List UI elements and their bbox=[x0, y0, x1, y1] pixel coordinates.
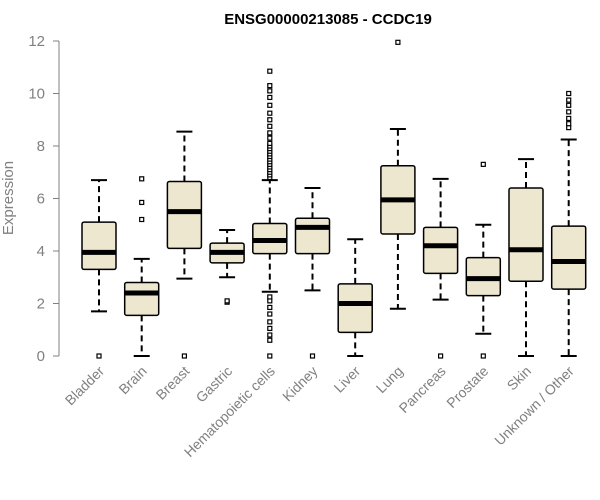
x-tick-label-6: Liver bbox=[331, 363, 364, 396]
x-tick-label-10: Skin bbox=[504, 363, 535, 394]
outlier-point bbox=[566, 115, 572, 122]
iqr-box bbox=[508, 187, 544, 282]
outlier-point bbox=[267, 311, 273, 317]
outlier-point bbox=[267, 304, 273, 311]
y-tick-label-6: 12 bbox=[28, 33, 45, 50]
outlier-point bbox=[267, 140, 273, 146]
outlier-point bbox=[395, 39, 401, 45]
x-tick-label-8: Pancreas bbox=[396, 363, 449, 416]
outlier-point bbox=[181, 353, 187, 359]
box-kidney bbox=[294, 187, 331, 359]
outlier-point bbox=[267, 117, 273, 123]
x-tick-label-1: Brain bbox=[115, 363, 149, 397]
y-tick-label-2: 4 bbox=[37, 243, 45, 260]
outlier-point bbox=[438, 353, 444, 359]
iqr-box bbox=[422, 226, 459, 275]
iqr-box bbox=[81, 221, 117, 271]
box-skin bbox=[508, 158, 544, 357]
outlier-point bbox=[309, 353, 316, 359]
outlier-point bbox=[139, 199, 145, 206]
box-pancreas bbox=[422, 177, 459, 359]
x-tick-label-7: Lung bbox=[373, 363, 406, 396]
outlier-point bbox=[139, 176, 145, 182]
box-brain bbox=[123, 176, 160, 357]
box-prostate bbox=[465, 161, 502, 359]
iqr-box bbox=[294, 217, 331, 255]
outlier-point bbox=[267, 123, 273, 129]
outlier-point bbox=[267, 294, 273, 300]
outlier-point bbox=[267, 68, 273, 74]
y-axis: 0 2 4 6 8 10 12 bbox=[28, 33, 60, 365]
box-lung bbox=[380, 39, 416, 310]
x-tick-label-9: Prostate bbox=[443, 363, 491, 411]
box-hematopoietic-cells bbox=[252, 68, 288, 359]
x-tick-label-11: Unknown / Other bbox=[491, 363, 577, 449]
outlier-point bbox=[267, 353, 273, 359]
box-unknown-other bbox=[550, 90, 587, 357]
x-tick-label-2: Breast bbox=[153, 363, 193, 403]
outlier-point bbox=[480, 353, 486, 359]
outlier-point bbox=[267, 337, 273, 343]
x-tick-label-3: Gastric bbox=[193, 363, 236, 406]
iqr-box bbox=[337, 283, 373, 334]
outlier-point bbox=[267, 94, 273, 101]
outlier-point bbox=[566, 109, 572, 115]
x-tick-label-0: Bladder bbox=[62, 363, 108, 409]
y-tick-label-1: 2 bbox=[37, 296, 45, 313]
outlier-point bbox=[267, 325, 273, 332]
outlier-point bbox=[267, 332, 273, 338]
iqr-box bbox=[123, 281, 160, 317]
iqr-box bbox=[166, 180, 203, 250]
y-tick-label-4: 8 bbox=[37, 138, 45, 155]
chart-title: ENSG00000213085 - CCDC19 bbox=[224, 11, 432, 28]
y-axis-label: Expression bbox=[0, 161, 17, 235]
box-liver bbox=[337, 238, 373, 357]
outlier-point bbox=[566, 102, 572, 108]
box-breast bbox=[166, 130, 203, 359]
outlier-point bbox=[566, 121, 572, 127]
outlier-point bbox=[96, 353, 102, 359]
outlier-point bbox=[267, 83, 273, 89]
box-bladder bbox=[81, 179, 117, 359]
y-tick-label-0: 0 bbox=[37, 348, 45, 365]
y-tick-label-5: 10 bbox=[28, 86, 45, 103]
outlier-point bbox=[224, 298, 230, 304]
plot-area bbox=[81, 39, 587, 359]
outlier-point bbox=[566, 90, 572, 97]
iqr-box bbox=[550, 225, 587, 290]
outlier-point bbox=[480, 161, 486, 167]
outlier-point bbox=[267, 130, 273, 136]
box-gastric bbox=[209, 229, 245, 305]
outlier-point bbox=[267, 102, 273, 108]
outlier-point bbox=[267, 319, 273, 325]
y-tick-label-3: 6 bbox=[37, 191, 45, 208]
outlier-point bbox=[267, 110, 273, 116]
outlier-point bbox=[566, 97, 572, 103]
x-tick-label-5: Kidney bbox=[279, 363, 321, 405]
outlier-point bbox=[267, 88, 273, 94]
outlier-point bbox=[139, 216, 145, 223]
outlier-point bbox=[267, 135, 273, 141]
